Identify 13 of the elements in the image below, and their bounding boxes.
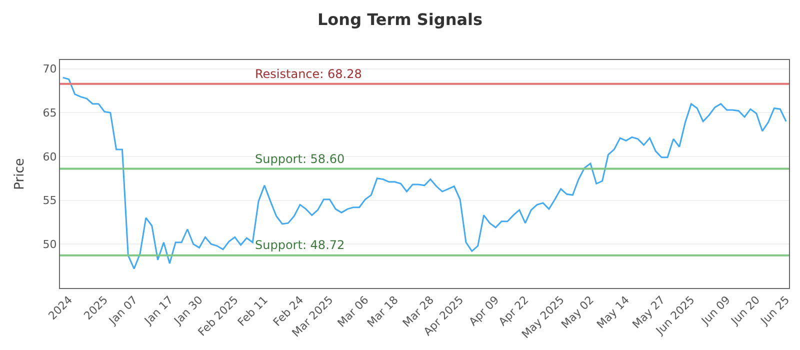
line-series: [62, 76, 787, 270]
x-tick-label: Jan 07: [106, 294, 140, 328]
y-tick-label: 70: [42, 62, 57, 76]
y-axis-title: Price: [12, 158, 28, 190]
ref-line-label: Resistance: 68.28: [255, 67, 362, 81]
y-tick-label: 65: [42, 106, 57, 120]
chart-title: Long Term Signals: [317, 10, 483, 30]
y-tick-label: 50: [42, 238, 57, 251]
ref-line-label: Support: 58.60: [255, 152, 345, 166]
ref-line-label: Support: 48.72: [255, 238, 345, 252]
y-tick-label: 60: [42, 150, 57, 164]
x-tick-label: Jan 17: [141, 294, 176, 328]
y-tick-label: 55: [42, 194, 57, 208]
